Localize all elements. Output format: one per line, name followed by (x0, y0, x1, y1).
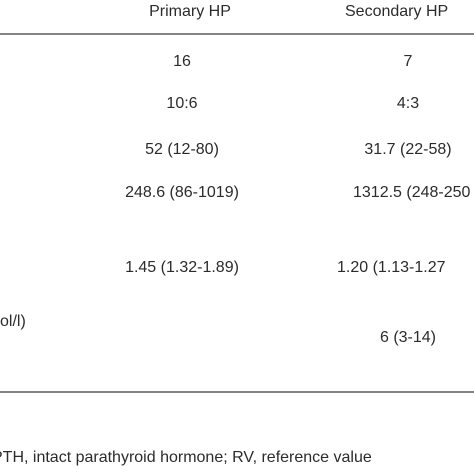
cell: 52 (12-80) (145, 141, 219, 158)
cell: 10:6 (166, 95, 197, 112)
cell: 31.7 (22-58) (364, 141, 451, 158)
header-cell: Secondary HP (345, 3, 448, 20)
row-label: ol/l) (0, 313, 26, 330)
header-cell: Primary HP (149, 3, 231, 20)
cell: 6 (3-14) (380, 329, 436, 346)
cell: 4:3 (397, 95, 419, 112)
footnote: PTH, intact parathyroid hormone; RV, ref… (0, 449, 372, 466)
cell: 1.45 (1.32-1.89) (125, 259, 239, 276)
cell: 1312.5 (248-250 (353, 184, 471, 201)
cell: 248.6 (86-1019) (125, 184, 239, 201)
cell: 1.20 (1.13-1.27 (337, 259, 446, 276)
cell: 7 (404, 53, 413, 70)
cell: 16 (173, 53, 191, 70)
